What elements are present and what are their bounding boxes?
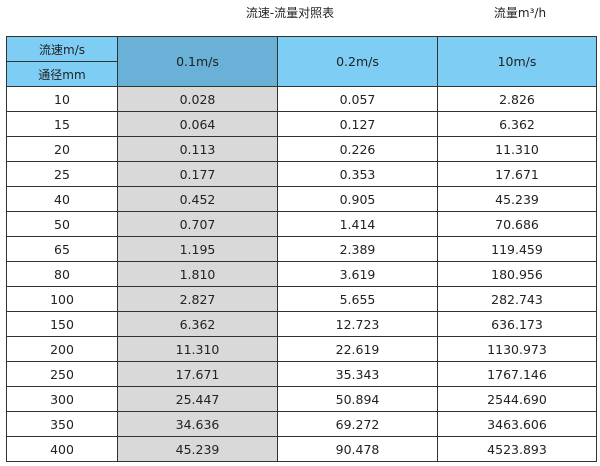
- flow-cell[interactable]: 25.447: [117, 386, 278, 412]
- flow-cell[interactable]: 12.723: [277, 311, 438, 337]
- flow-cell[interactable]: 180.956: [437, 261, 597, 287]
- diameter-cell[interactable]: 100: [6, 286, 118, 312]
- table-row: 50 0.707 1.414 70.686: [6, 211, 597, 237]
- diameter-cell[interactable]: 400: [6, 436, 118, 462]
- flow-cell[interactable]: 17.671: [437, 161, 597, 187]
- table-row: 350 34.636 69.272 3463.606: [6, 411, 597, 437]
- flow-cell[interactable]: 0.113: [117, 136, 278, 162]
- table-row: 20 0.113 0.226 11.310: [6, 136, 597, 162]
- flow-cell[interactable]: 1767.146: [437, 361, 597, 387]
- table-row: 40 0.452 0.905 45.239: [6, 186, 597, 212]
- table-row: 25 0.177 0.353 17.671: [6, 161, 597, 187]
- table-row: 400 45.239 90.478 4523.893: [6, 436, 597, 462]
- flow-cell[interactable]: 2.826: [437, 86, 597, 112]
- flow-cell[interactable]: 6.362: [117, 311, 278, 337]
- column-header[interactable]: 10m/s: [437, 36, 597, 87]
- flow-cell[interactable]: 70.686: [437, 211, 597, 237]
- diameter-cell[interactable]: 350: [6, 411, 118, 437]
- flow-cell[interactable]: 0.905: [277, 186, 438, 212]
- flow-cell[interactable]: 0.707: [117, 211, 278, 237]
- table-row: 250 17.671 35.343 1767.146: [6, 361, 597, 387]
- flow-cell[interactable]: 5.655: [277, 286, 438, 312]
- diameter-header: 通径mm: [6, 61, 118, 87]
- flow-cell[interactable]: 34.636: [117, 411, 278, 437]
- diameter-cell[interactable]: 300: [6, 386, 118, 412]
- flow-cell[interactable]: 0.028: [117, 86, 278, 112]
- flow-cell[interactable]: 45.239: [437, 186, 597, 212]
- table-title: 流速-流量对照表: [245, 6, 335, 20]
- velocity-header: 流速m/s: [6, 36, 118, 62]
- unit-label: 流量m³/h: [493, 6, 547, 20]
- diameter-cell[interactable]: 25: [6, 161, 118, 187]
- flow-cell[interactable]: 11.310: [437, 136, 597, 162]
- flow-cell[interactable]: 1.195: [117, 236, 278, 262]
- column-header[interactable]: 0.2m/s: [277, 36, 438, 87]
- flow-cell[interactable]: 6.362: [437, 111, 597, 137]
- flow-cell[interactable]: 2.389: [277, 236, 438, 262]
- flow-cell[interactable]: 2.827: [117, 286, 278, 312]
- flow-cell[interactable]: 45.239: [117, 436, 278, 462]
- flow-cell[interactable]: 636.173: [437, 311, 597, 337]
- flow-cell[interactable]: 69.272: [277, 411, 438, 437]
- table-row: 100 2.827 5.655 282.743: [6, 286, 597, 312]
- flow-cell[interactable]: 90.478: [277, 436, 438, 462]
- flow-cell[interactable]: 17.671: [117, 361, 278, 387]
- flow-cell[interactable]: 0.064: [117, 111, 278, 137]
- diameter-cell[interactable]: 10: [6, 86, 118, 112]
- flow-cell[interactable]: 22.619: [277, 336, 438, 362]
- flow-cell[interactable]: 50.894: [277, 386, 438, 412]
- diameter-cell[interactable]: 40: [6, 186, 118, 212]
- flow-cell[interactable]: 4523.893: [437, 436, 597, 462]
- table-row: 10 0.028 0.057 2.826: [6, 86, 597, 112]
- flow-cell[interactable]: 1130.973: [437, 336, 597, 362]
- flow-cell[interactable]: 0.057: [277, 86, 438, 112]
- diameter-cell[interactable]: 200: [6, 336, 118, 362]
- flow-table: 流速m/s 0.1m/s 0.2m/s 10m/s 通径mm 10 0.028 0.…: [6, 36, 597, 462]
- diameter-cell[interactable]: 15: [6, 111, 118, 137]
- diameter-cell[interactable]: 150: [6, 311, 118, 337]
- flow-cell[interactable]: 1.810: [117, 261, 278, 287]
- column-header[interactable]: 0.1m/s: [117, 36, 278, 87]
- diameter-cell[interactable]: 80: [6, 261, 118, 287]
- flow-cell[interactable]: 282.743: [437, 286, 597, 312]
- flow-cell[interactable]: 119.459: [437, 236, 597, 262]
- flow-cell[interactable]: 2544.690: [437, 386, 597, 412]
- diameter-cell[interactable]: 65: [6, 236, 118, 262]
- flow-cell[interactable]: 35.343: [277, 361, 438, 387]
- diameter-cell[interactable]: 50: [6, 211, 118, 237]
- table-row: 300 25.447 50.894 2544.690: [6, 386, 597, 412]
- flow-cell[interactable]: 3.619: [277, 261, 438, 287]
- diameter-cell[interactable]: 20: [6, 136, 118, 162]
- table-row: 150 6.362 12.723 636.173: [6, 311, 597, 337]
- table-row: 200 11.310 22.619 1130.973: [6, 336, 597, 362]
- table-row: 15 0.064 0.127 6.362: [6, 111, 597, 137]
- table-row: 80 1.810 3.619 180.956: [6, 261, 597, 287]
- flow-cell[interactable]: 0.177: [117, 161, 278, 187]
- diameter-cell[interactable]: 250: [6, 361, 118, 387]
- flow-cell[interactable]: 0.127: [277, 111, 438, 137]
- flow-cell[interactable]: 0.226: [277, 136, 438, 162]
- flow-cell[interactable]: 11.310: [117, 336, 278, 362]
- table-row: 65 1.195 2.389 119.459: [6, 236, 597, 262]
- flow-cell[interactable]: 0.452: [117, 186, 278, 212]
- flow-cell[interactable]: 1.414: [277, 211, 438, 237]
- flow-cell[interactable]: 0.353: [277, 161, 438, 187]
- flow-cell[interactable]: 3463.606: [437, 411, 597, 437]
